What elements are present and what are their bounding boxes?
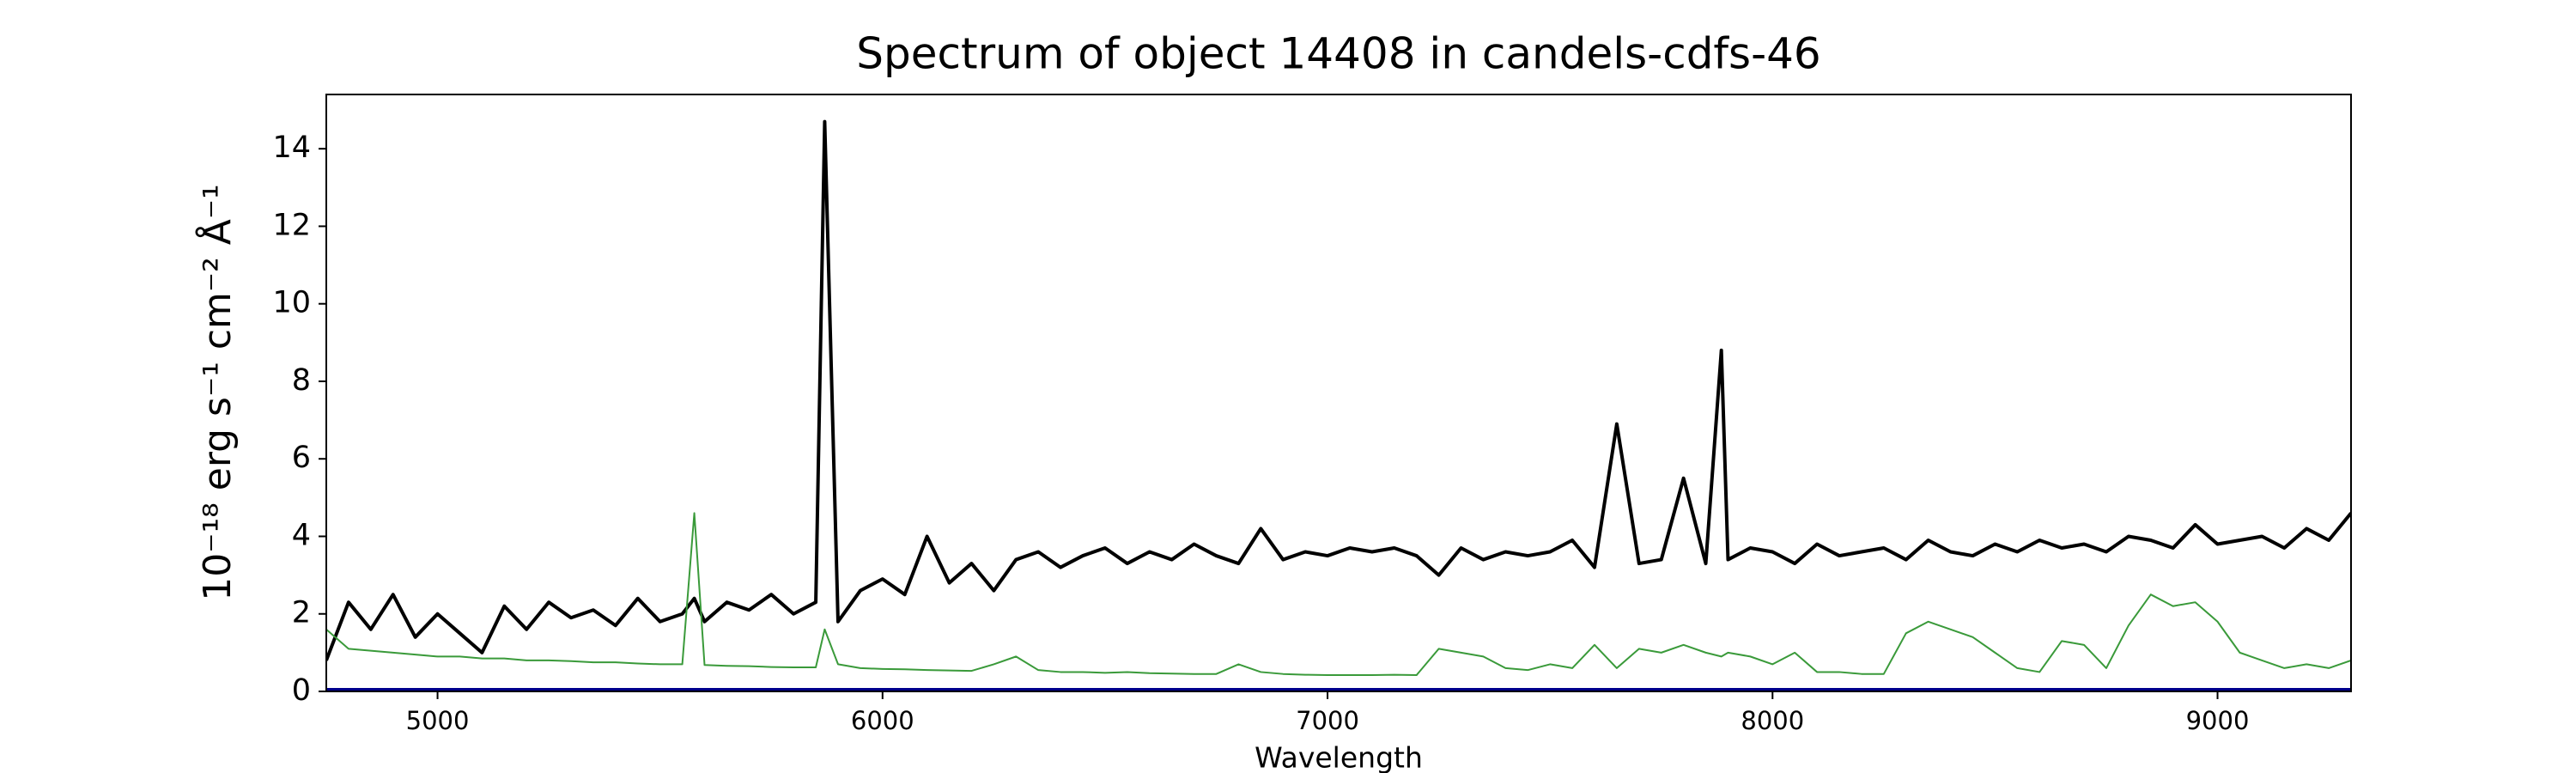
x-tick-label: 5000	[406, 706, 470, 735]
y-tick-label: 12	[272, 208, 311, 242]
spectrum-line	[326, 119, 2351, 661]
y-tick-label: 2	[292, 596, 311, 630]
y-tick-label: 0	[292, 673, 311, 708]
y-tick-label: 6	[292, 441, 311, 475]
x-tick-label: 8000	[1741, 706, 1804, 735]
spectrum-line	[326, 512, 2351, 677]
x-tick-label: 9000	[2186, 706, 2250, 735]
y-axis-label: 10⁻¹⁸ erg s⁻¹ cm⁻² Å⁻¹	[194, 184, 240, 600]
x-axis-label: Wavelength	[1255, 741, 1423, 773]
plot-frame	[325, 94, 2352, 692]
y-tick-label: 4	[292, 518, 311, 552]
chart-title: Spectrum of object 14408 in candels-cdfs…	[856, 29, 1821, 79]
y-tick-label: 8	[292, 363, 311, 398]
y-tick-label: 14	[272, 131, 311, 165]
x-tick-label: 6000	[851, 706, 914, 735]
x-tick-label: 7000	[1296, 706, 1359, 735]
y-tick-label: 10	[272, 286, 311, 320]
